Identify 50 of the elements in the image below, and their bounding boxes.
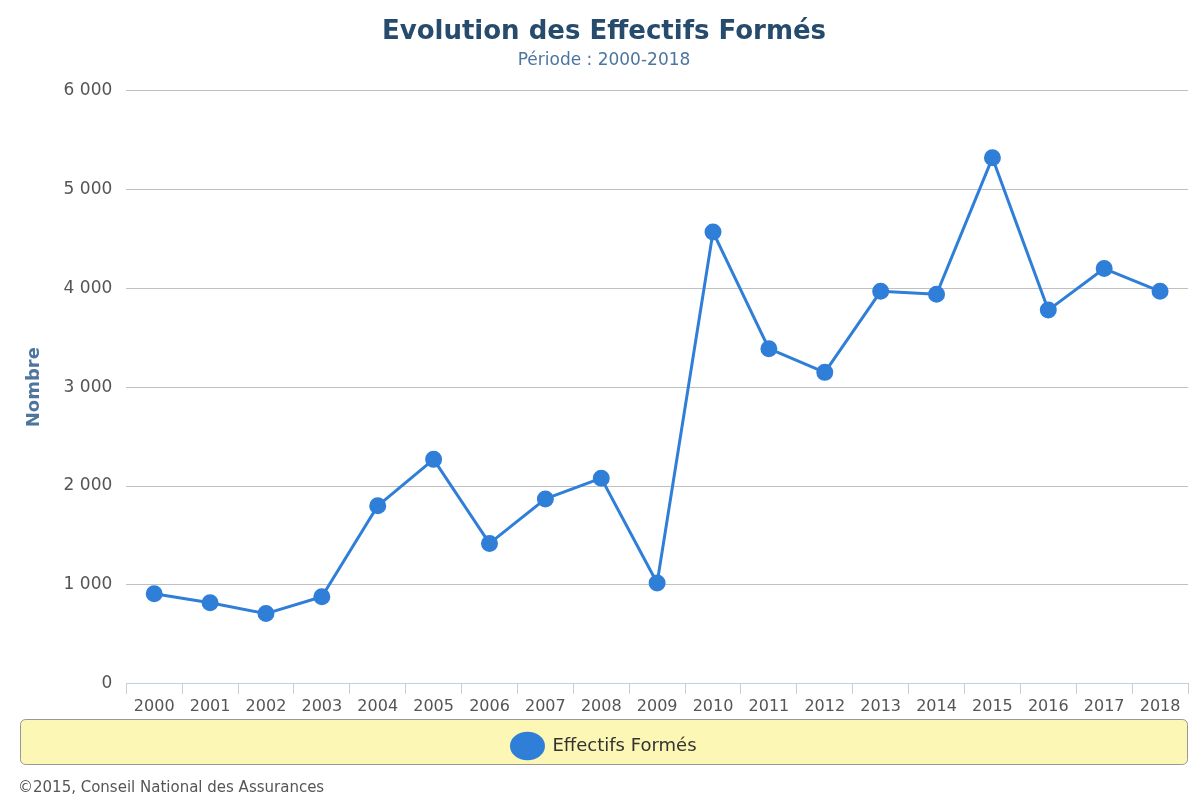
point xyxy=(425,450,443,468)
x-tick-label: 2009 xyxy=(636,695,678,715)
point xyxy=(760,340,778,358)
point xyxy=(704,223,722,241)
x-tick-label: 2002 xyxy=(245,695,287,715)
point xyxy=(145,585,163,603)
point xyxy=(480,534,498,552)
x-tick-label: 2008 xyxy=(580,695,622,715)
point xyxy=(257,605,275,623)
y-tick-label: 2 000 xyxy=(63,474,113,495)
x-tick-label: 2003 xyxy=(301,695,343,715)
point xyxy=(816,363,834,381)
x-tick-label: 2010 xyxy=(692,695,734,715)
y-axis-title: Nombre xyxy=(22,347,44,428)
x-tick-label: 2012 xyxy=(804,695,846,715)
y-tick-label: 0 xyxy=(101,672,113,693)
text: ©2015, Conseil National des Assurances xyxy=(18,778,325,796)
point xyxy=(872,282,890,300)
x-tick-label: 2017 xyxy=(1083,695,1125,715)
point xyxy=(1151,282,1169,300)
x-tick-label: 2016 xyxy=(1027,695,1069,715)
x-tick-label: 2000 xyxy=(133,695,175,715)
x-tick-label: 2013 xyxy=(860,695,902,715)
legend-label: Effectifs Formés xyxy=(552,733,697,755)
point xyxy=(928,285,946,303)
point xyxy=(983,149,1001,167)
chart-title: Evolution des Effectifs Formés xyxy=(381,15,827,46)
point xyxy=(1039,301,1057,319)
x-tick-label: 2005 xyxy=(413,695,454,715)
point xyxy=(592,469,610,487)
x-tick-label: 2018 xyxy=(1139,695,1181,715)
y-tick-label: 5 000 xyxy=(63,177,113,198)
x-tick-label: 2015 xyxy=(972,695,1013,715)
y-tick-label: 1 000 xyxy=(63,573,113,594)
x-tick-label: 2001 xyxy=(189,695,231,715)
chart-subtitle: Période : 2000-2018 xyxy=(517,48,691,69)
point xyxy=(313,588,331,606)
point xyxy=(536,490,554,508)
point xyxy=(648,574,666,592)
point xyxy=(1095,260,1113,278)
point xyxy=(369,497,387,515)
x-tick-label: 2007 xyxy=(525,695,566,715)
y-tick-label: 6 000 xyxy=(63,79,113,100)
x-tick-label: 2011 xyxy=(748,695,790,715)
y-tick-label: 4 000 xyxy=(63,276,113,297)
x-tick-label: 2006 xyxy=(469,695,510,715)
x-tick-label: 2004 xyxy=(357,695,399,715)
x-tick-label: 2014 xyxy=(916,695,957,715)
y-tick-label: 3 000 xyxy=(63,375,113,396)
point xyxy=(201,594,219,612)
